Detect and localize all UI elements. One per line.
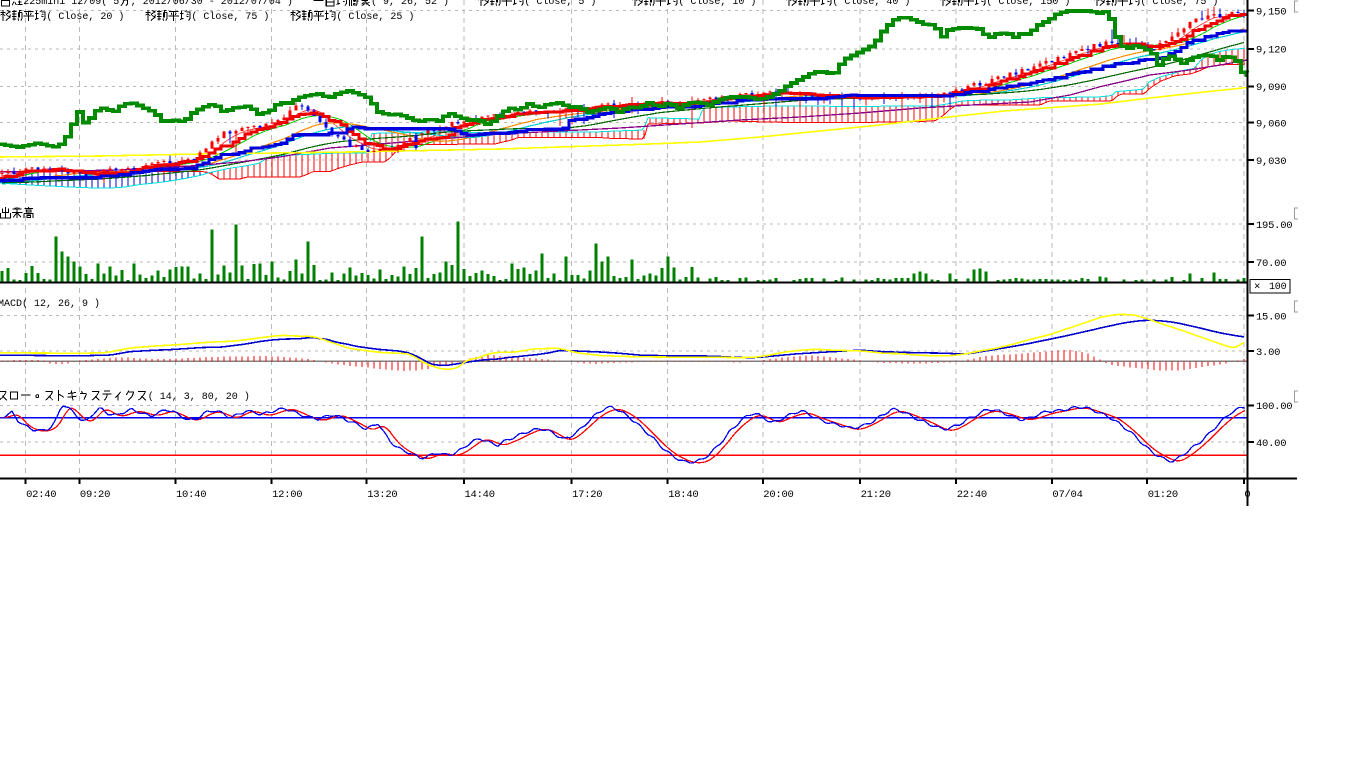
svg-text:( Close, 75 ): ( Close, 75 ) — [191, 11, 269, 23]
svg-text:100: 100 — [1269, 282, 1287, 293]
svg-text:×: × — [1254, 281, 1260, 293]
svg-text:22:40: 22:40 — [957, 489, 987, 501]
svg-text:20:00: 20:00 — [763, 489, 793, 501]
svg-text:09:20: 09:20 — [80, 489, 110, 501]
svg-text:0: 0 — [1244, 489, 1250, 501]
svg-text:12:00: 12:00 — [272, 489, 302, 501]
svg-text:( Close, 150 ): ( Close, 150 ) — [986, 0, 1070, 8]
svg-text:9,090: 9,090 — [1256, 82, 1286, 94]
svg-text:( Close, 10 ): ( Close, 10 ) — [678, 0, 756, 8]
svg-text:MACD( 12, 26, 9 ): MACD( 12, 26, 9 ) — [0, 298, 100, 310]
svg-text:195.00: 195.00 — [1256, 220, 1292, 232]
svg-text:01:20: 01:20 — [1148, 489, 1178, 501]
svg-text:07/04: 07/04 — [1052, 489, 1082, 501]
svg-text:9,060: 9,060 — [1256, 118, 1286, 130]
svg-text:9,030: 9,030 — [1256, 156, 1286, 168]
svg-text:( 9, 26, 52 ): ( 9, 26, 52 ) — [371, 0, 449, 8]
svg-text:( Close, 5 ): ( Close, 5 ) — [524, 0, 596, 8]
svg-text:( 14, 3, 80, 20 ): ( 14, 3, 80, 20 ) — [148, 391, 250, 403]
svg-text:15.00: 15.00 — [1256, 311, 1286, 323]
svg-text:02:40: 02:40 — [26, 489, 56, 501]
svg-text:13:20: 13:20 — [367, 489, 397, 501]
svg-text:40.00: 40.00 — [1256, 438, 1286, 450]
svg-text:14:40: 14:40 — [465, 489, 495, 501]
svg-text:100.00: 100.00 — [1256, 401, 1292, 413]
svg-text:( Close, 40 ): ( Close, 40 ) — [832, 0, 910, 8]
svg-text:17:20: 17:20 — [572, 489, 602, 501]
svg-text:21:20: 21:20 — [861, 489, 891, 501]
svg-text:( Close, 25 ): ( Close, 25 ) — [336, 11, 414, 23]
svg-text:( Close, 20 ): ( Close, 20 ) — [46, 11, 124, 23]
svg-text:9,150: 9,150 — [1256, 6, 1286, 18]
svg-text:10:40: 10:40 — [176, 489, 206, 501]
svg-text:225mini 12/09( 5: 225mini 12/09( 5 — [23, 0, 119, 8]
svg-text:3.00: 3.00 — [1256, 347, 1280, 359]
svg-text:18:40: 18:40 — [668, 489, 698, 501]
svg-text:( Close, 75 ): ( Close, 75 ) — [1140, 0, 1218, 8]
svg-text:70.00: 70.00 — [1256, 258, 1286, 270]
svg-text:9,120: 9,120 — [1256, 45, 1286, 57]
svg-text:, 2012/06/30 - 2012/07/04 ): , 2012/06/30 - 2012/07/04 ) — [131, 0, 293, 8]
